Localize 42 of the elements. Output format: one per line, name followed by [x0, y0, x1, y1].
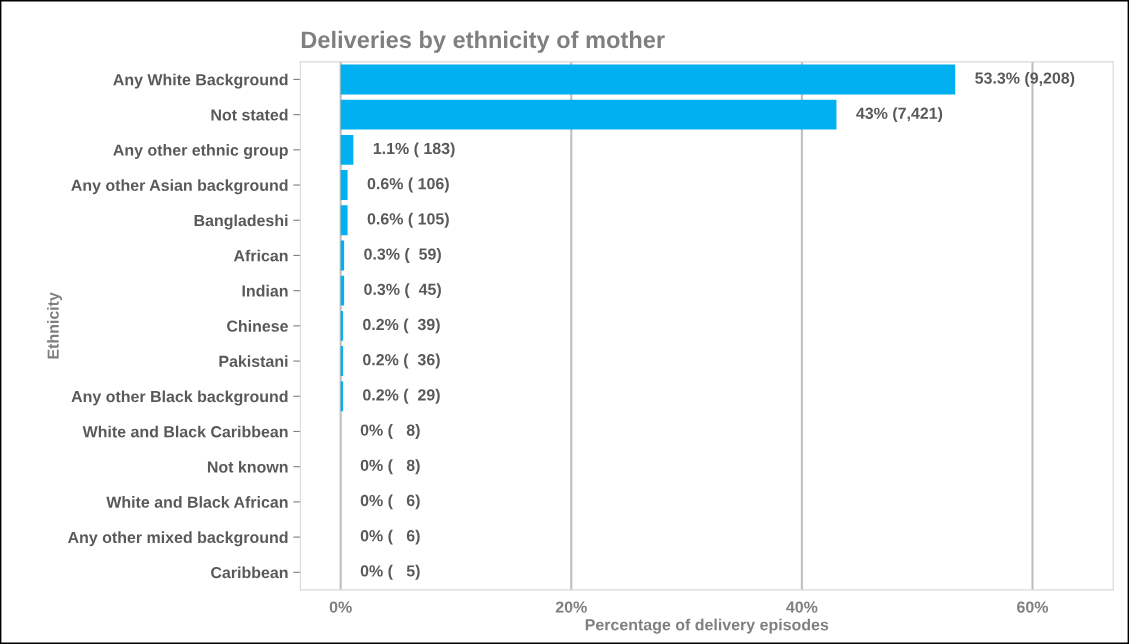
y-tick-label: Any White Background: [113, 73, 288, 89]
bar: [340, 99, 837, 130]
data-label: 0.2% ( 36): [363, 353, 440, 369]
data-label: 0% ( 6): [360, 494, 420, 510]
bar: [340, 170, 348, 200]
bar: [340, 64, 956, 95]
y-tick-label: Caribbean: [211, 566, 288, 579]
data-label: 53.3% (9,208): [975, 71, 1075, 87]
data-label: 0% ( 8): [360, 424, 420, 439]
data-label: 0% ( 5): [360, 564, 420, 580]
data-label: 0.3% ( 59): [364, 248, 441, 263]
data-label: 0.2% ( 29): [363, 388, 440, 404]
data-label: 0% ( 6): [360, 529, 420, 545]
x-tick-label: 40%: [786, 601, 818, 613]
y-tick-label: African: [233, 249, 288, 262]
data-label: 1.1% ( 183): [373, 142, 455, 158]
y-tick-label: White and Black African: [106, 496, 288, 508]
y-tick-label: Any other Asian background: [71, 179, 288, 195]
data-label: 43% (7,421): [856, 107, 943, 123]
data-label: 0.6% ( 105): [367, 212, 449, 228]
y-tick-label: Not known: [207, 460, 288, 473]
y-tick-label: Any other Black background: [71, 390, 288, 406]
x-tick-label: 60%: [1017, 601, 1049, 613]
y-tick-label: Chinese: [227, 320, 288, 332]
data-label: 0.2% ( 39): [363, 318, 440, 334]
y-tick-label: Indian: [242, 284, 288, 297]
bar: [340, 205, 348, 236]
x-axis-title: Percentage of delivery episodes: [585, 618, 829, 634]
data-label: 0.3% ( 45): [364, 283, 441, 299]
x-tick-label: 20%: [555, 601, 587, 613]
y-tick-label: Bangladeshi: [194, 214, 288, 230]
y-tick-label: Pakistani: [219, 355, 288, 368]
y-tick-label: Not stated: [211, 108, 288, 121]
y-tick-label: White and Black Caribbean: [82, 425, 288, 438]
bar: [340, 134, 354, 165]
data-label: 0.6% ( 106): [367, 177, 449, 193]
data-label: 0% ( 8): [360, 459, 420, 475]
y-axis-title: Ethnicity: [47, 292, 62, 359]
x-tick-label: 0%: [329, 601, 352, 613]
y-tick-label: Any other ethnic group: [113, 144, 288, 160]
y-tick-label: Any other mixed background: [67, 531, 288, 547]
chart-title: Deliveries by ethnicity of mother: [301, 30, 665, 53]
